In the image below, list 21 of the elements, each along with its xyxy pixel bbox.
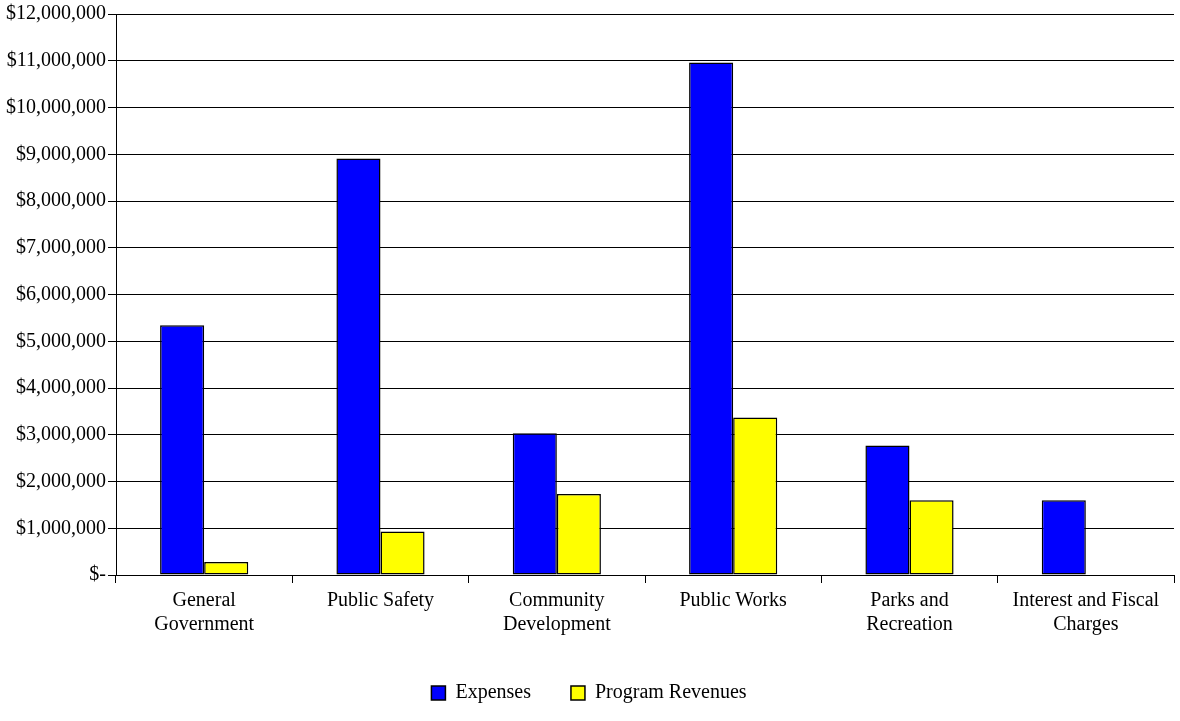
y-tick-label: $6,000,000: [16, 281, 106, 304]
x-tick-label: Public Works: [679, 588, 788, 611]
y-tick-label: $11,000,000: [6, 48, 106, 70]
y-tick-label: $10,000,000: [6, 94, 106, 117]
y-tick-label: $-: [89, 562, 106, 585]
y-tick-label: $7,000,000: [16, 235, 106, 257]
y-tick-label: $4,000,000: [16, 375, 106, 398]
x-tick-label: Community Development: [502, 588, 612, 636]
y-tick-label: $12,000,000: [6, 1, 106, 24]
legend-label: Expenses: [455, 680, 532, 704]
y-tick-label: $2,000,000: [16, 468, 106, 491]
legend-label: Program Revenues: [594, 680, 747, 704]
y-tick-label: $8,000,000: [16, 188, 106, 211]
y-tick-label: $9,000,000: [16, 141, 106, 164]
x-tick-label: General Government: [154, 588, 255, 635]
y-tick-label: $3,000,000: [16, 422, 106, 444]
y-tick-label: $5,000,000: [16, 328, 106, 351]
y-tick-label: $1,000,000: [16, 515, 106, 538]
x-tick-label: Interest and Fiscal Charges: [1012, 588, 1160, 636]
x-tick-label: Parks and Recreation: [866, 588, 953, 635]
x-tick-label: Public Safety: [326, 588, 435, 612]
